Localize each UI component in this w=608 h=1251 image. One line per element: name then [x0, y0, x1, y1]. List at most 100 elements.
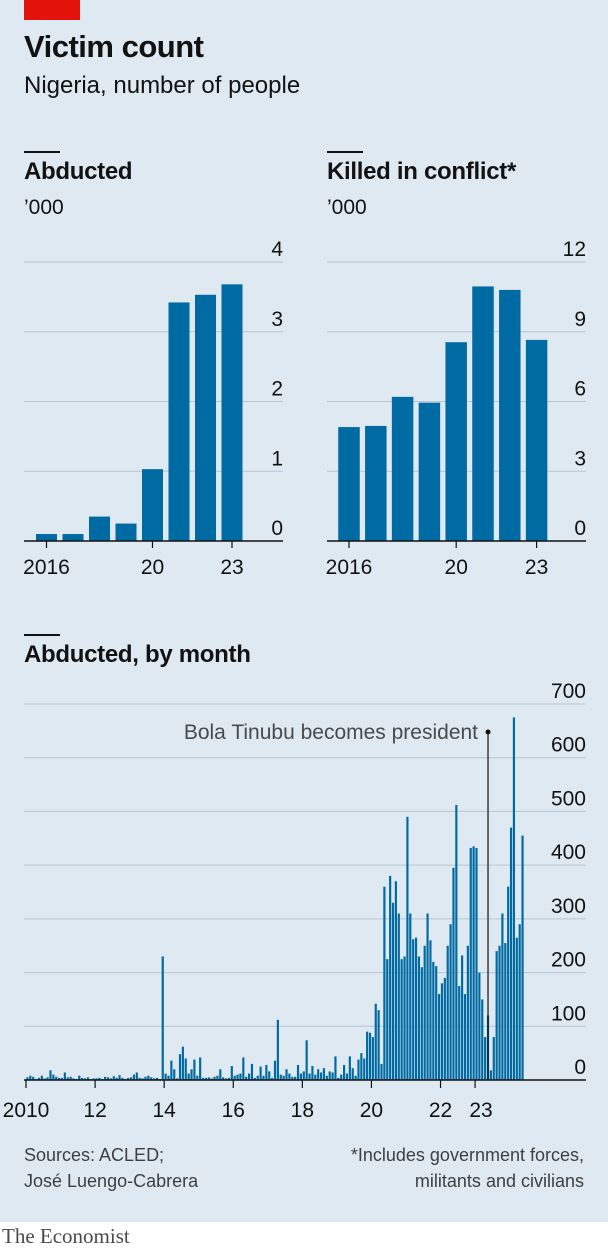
- monthly-bar: [32, 1076, 35, 1080]
- monthly-bar: [420, 967, 423, 1080]
- monthly-bar: [104, 1076, 107, 1080]
- monthly-bar: [242, 1057, 245, 1080]
- monthly-bar: [196, 1075, 199, 1080]
- monthly-bar: [288, 1073, 291, 1080]
- monthly-bar: [472, 846, 475, 1080]
- monthly-bar: [193, 1059, 196, 1080]
- monthly-bar: [291, 1076, 294, 1080]
- annotation-dot: [485, 729, 491, 735]
- monthly-bar: [435, 966, 438, 1080]
- monthly-xtick-label: 18: [291, 1099, 314, 1122]
- monthly-bar: [201, 1077, 205, 1080]
- monthly-title: Abducted, by month: [24, 641, 251, 668]
- monthly-bar: [481, 999, 484, 1080]
- monthly-bar: [178, 1054, 182, 1080]
- abducted-ytick-label: 4: [271, 238, 283, 261]
- monthly-bar: [342, 1064, 346, 1080]
- monthly-bar: [69, 1076, 72, 1080]
- killed-ytick-label: 6: [574, 378, 586, 401]
- monthly-bar: [377, 1010, 380, 1080]
- monthly-bar: [141, 1078, 144, 1080]
- monthly-bar: [360, 1053, 363, 1080]
- monthly-bar: [380, 1063, 383, 1080]
- monthly-bar: [492, 1037, 495, 1080]
- monthly-bar: [181, 1046, 184, 1080]
- monthly-bar: [112, 1076, 115, 1080]
- monthly-bar: [391, 902, 395, 1080]
- abducted-xtick-label: 23: [220, 556, 243, 579]
- monthly-bar: [92, 1078, 95, 1080]
- killed-bar: [365, 425, 387, 541]
- monthly-bar: [296, 1064, 300, 1080]
- monthly-bar: [63, 1072, 66, 1080]
- monthly-bar: [164, 1073, 167, 1080]
- killed-bar: [499, 289, 521, 541]
- monthly-bar: [26, 1077, 29, 1080]
- monthly-bar: [417, 956, 421, 1080]
- monthly-bar: [345, 1073, 349, 1080]
- monthly-bar: [507, 886, 510, 1080]
- monthly-bar: [400, 959, 403, 1080]
- monthly-bar: [52, 1074, 55, 1080]
- monthly-bar: [489, 1070, 492, 1080]
- killed-xtick-label: 20: [445, 556, 468, 579]
- killed-ytick-label: 3: [574, 447, 586, 470]
- monthly-bar: [118, 1075, 121, 1080]
- monthly-xtick-label: 20: [360, 1099, 383, 1122]
- monthly-bar: [127, 1077, 130, 1080]
- monthly-bar: [426, 913, 429, 1080]
- monthly-bar: [259, 1066, 262, 1080]
- monthly-xtick-label: 16: [222, 1099, 245, 1122]
- killed-bar: [391, 396, 414, 541]
- monthly-bar: [155, 1077, 159, 1080]
- monthly-ytick-label: 600: [551, 734, 586, 757]
- chart-panel: [0, 0, 608, 1222]
- monthly-bar: [273, 1060, 277, 1080]
- monthly-bar: [248, 1073, 251, 1080]
- monthly-bar: [515, 937, 518, 1080]
- brand-tag: [24, 0, 80, 20]
- abducted-bar: [36, 534, 57, 541]
- monthly-bar: [135, 1072, 138, 1080]
- monthly-bar: [512, 717, 516, 1080]
- monthly-bar: [498, 945, 501, 1080]
- monthly-bar: [207, 1077, 210, 1080]
- chart-subtitle: Nigeria, number of people: [24, 72, 301, 99]
- monthly-xtick-label: 12: [83, 1099, 106, 1122]
- monthly-bar: [328, 1071, 331, 1080]
- abducted-xtick-label: 20: [141, 556, 164, 579]
- monthly-bar: [478, 972, 481, 1080]
- economist-logo: The Economist: [2, 1224, 130, 1248]
- monthly-xtick-label: 23: [469, 1099, 492, 1122]
- monthly-bar: [265, 1064, 268, 1080]
- monthly-bar: [397, 913, 400, 1080]
- monthly-bar: [302, 1071, 305, 1080]
- monthly-bar: [461, 955, 464, 1080]
- monthly-bar: [282, 1075, 285, 1080]
- killed-ytick-label: 9: [574, 308, 586, 331]
- monthly-bar: [495, 951, 498, 1080]
- abducted-ytick-label: 3: [271, 308, 283, 331]
- monthly-bar: [190, 1069, 193, 1080]
- monthly-bar: [173, 1069, 176, 1080]
- monthly-bar: [224, 1078, 228, 1080]
- monthly-bar: [423, 945, 426, 1080]
- monthly-bar: [484, 1037, 487, 1080]
- monthly-bar: [86, 1077, 89, 1080]
- killed-unit: ’000: [327, 196, 367, 219]
- abducted-ytick-label: 1: [271, 447, 283, 470]
- monthly-bar: [334, 1056, 337, 1080]
- monthly-bar: [501, 913, 504, 1080]
- monthly-bar: [354, 1075, 357, 1080]
- monthly-bar: [239, 1073, 242, 1080]
- monthly-xtick-label: 22: [429, 1099, 452, 1122]
- sources-line-2: José Luengo-Cabrera: [24, 1171, 199, 1191]
- monthly-bar: [78, 1075, 81, 1080]
- monthly-bar: [98, 1077, 101, 1080]
- monthly-bar: [371, 1037, 374, 1080]
- monthly-bar: [308, 1073, 311, 1080]
- abducted-bar: [89, 516, 110, 541]
- monthly-bar: [129, 1077, 133, 1080]
- monthly-bar: [115, 1077, 118, 1080]
